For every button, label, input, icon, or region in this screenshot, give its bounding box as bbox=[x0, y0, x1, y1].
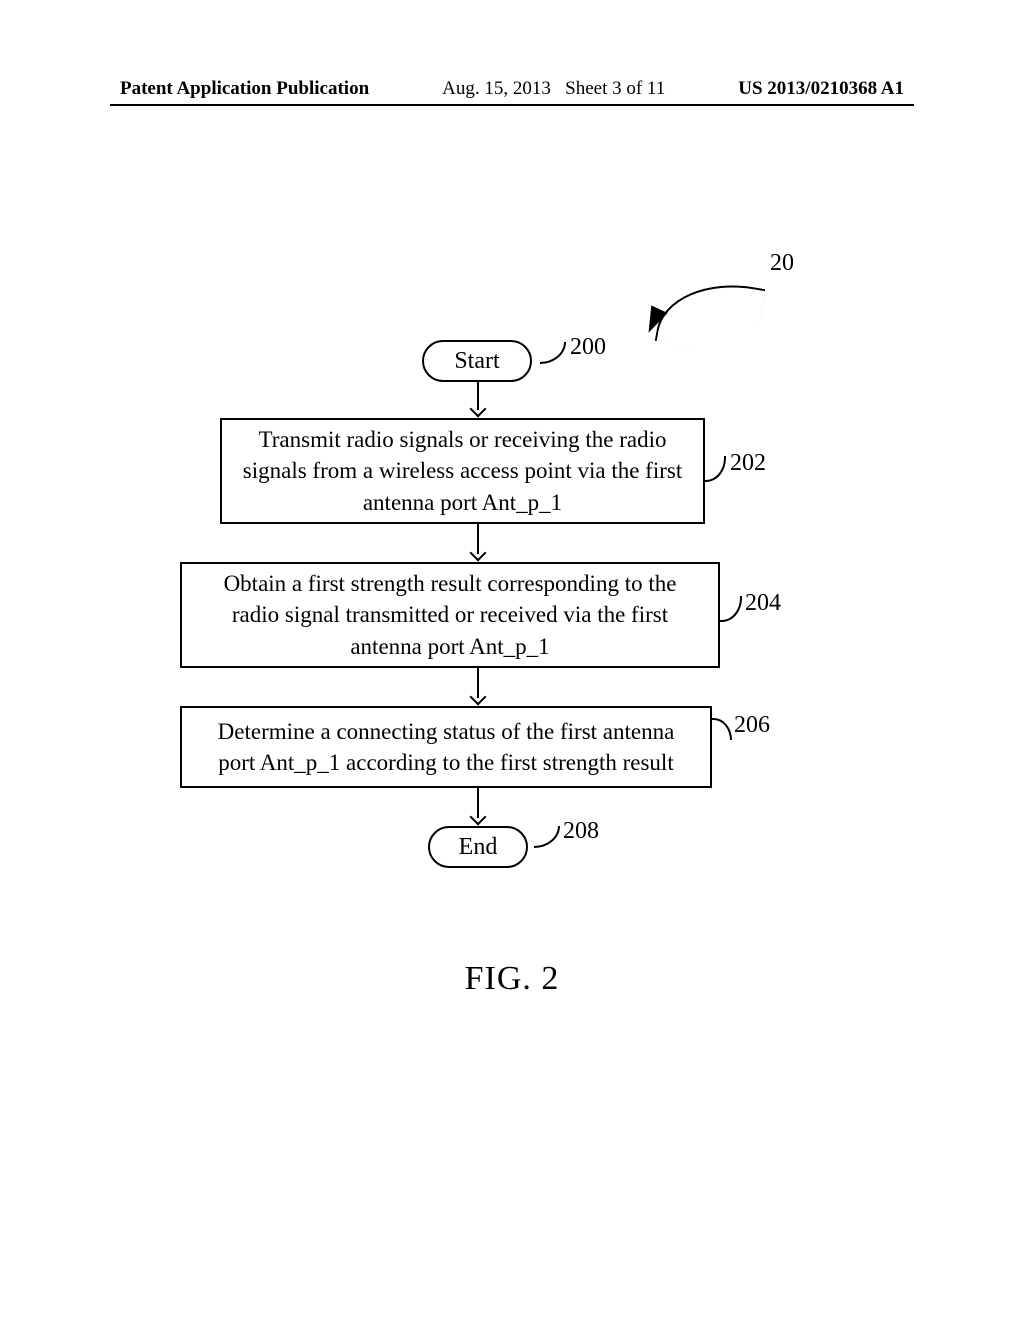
process-step-202: Transmit radio signals or receiving the … bbox=[220, 418, 705, 524]
reference-label-204: 204 bbox=[745, 590, 781, 617]
process-step-202-text: Transmit radio signals or receiving the … bbox=[240, 424, 685, 517]
terminal-end-label: End bbox=[459, 834, 498, 861]
process-step-206: Determine a connecting status of the fir… bbox=[180, 706, 712, 788]
terminal-end: End bbox=[428, 826, 528, 868]
reference-label-200: 200 bbox=[570, 334, 606, 361]
pointer-arc-20 bbox=[655, 272, 766, 358]
terminal-start-label: Start bbox=[454, 348, 499, 375]
ref-tie-202 bbox=[704, 456, 726, 482]
process-step-206-text: Determine a connecting status of the fir… bbox=[200, 716, 692, 778]
ref-tie-200 bbox=[540, 342, 566, 364]
ref-tie-208 bbox=[534, 826, 560, 848]
reference-label-208: 208 bbox=[563, 818, 599, 845]
process-step-204: Obtain a first strength result correspon… bbox=[180, 562, 720, 668]
header-publication: Patent Application Publication bbox=[120, 78, 369, 100]
arrowhead-2 bbox=[470, 545, 487, 562]
terminal-start: Start bbox=[422, 340, 532, 382]
ref-tie-206 bbox=[710, 718, 732, 740]
header-date: Aug. 15, 2013 Sheet 3 of 11 bbox=[442, 78, 665, 100]
process-step-204-text: Obtain a first strength result correspon… bbox=[200, 568, 700, 661]
arrowhead-3 bbox=[470, 689, 487, 706]
header-date-text: Aug. 15, 2013 bbox=[442, 78, 551, 99]
figure-caption: FIG. 2 bbox=[0, 960, 1024, 998]
ref-tie-204 bbox=[720, 596, 742, 622]
page-header: Patent Application Publication Aug. 15, … bbox=[0, 78, 1024, 100]
reference-label-206: 206 bbox=[734, 712, 770, 739]
header-rule bbox=[110, 104, 914, 106]
arrowhead-4 bbox=[470, 809, 487, 826]
reference-label-202: 202 bbox=[730, 450, 766, 477]
header-sheet-text: Sheet 3 of 11 bbox=[565, 78, 665, 99]
header-pubnum: US 2013/0210368 A1 bbox=[738, 78, 904, 100]
arrowhead-1 bbox=[470, 401, 487, 418]
reference-label-20: 20 bbox=[770, 250, 794, 277]
